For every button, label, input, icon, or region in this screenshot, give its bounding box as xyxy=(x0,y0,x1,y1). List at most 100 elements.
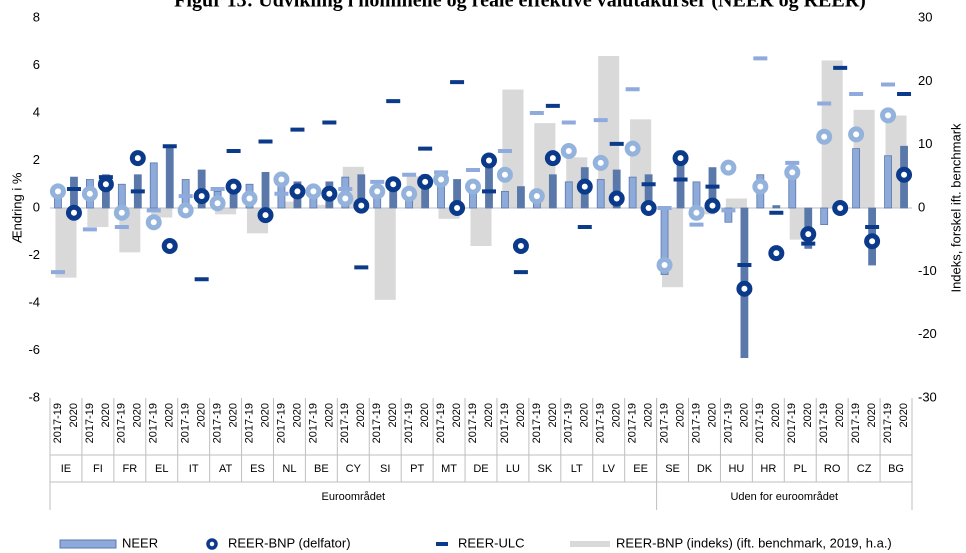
y-tick-label: -6 xyxy=(28,342,40,357)
x-tick-label: LT xyxy=(571,463,583,475)
dot-marker xyxy=(720,159,737,176)
dash-marker xyxy=(641,182,656,187)
dash-marker xyxy=(657,206,672,210)
dot-marker xyxy=(528,188,545,205)
y-tick-label: 0 xyxy=(33,199,40,214)
period-label: 2017-19 xyxy=(563,403,575,443)
y-tick-label: -4 xyxy=(28,294,40,309)
x-tick-label: CY xyxy=(346,463,362,475)
y-tick-label: -2 xyxy=(28,247,40,262)
dash-marker xyxy=(338,187,353,191)
period-label: 2017-19 xyxy=(211,403,223,443)
dot-marker xyxy=(624,140,641,157)
bar xyxy=(501,190,509,209)
period-label: 2020 xyxy=(483,403,495,427)
legend-swatch xyxy=(436,542,448,546)
dot-marker xyxy=(512,238,529,254)
dot-marker xyxy=(848,126,865,143)
y2-tick-label: 10 xyxy=(918,136,932,151)
x-tick-label: EE xyxy=(633,463,648,475)
period-label: 2020 xyxy=(227,403,239,427)
x-tick-label: FI xyxy=(93,463,103,475)
dash-marker xyxy=(386,99,401,104)
period-label: 2017-19 xyxy=(882,403,894,443)
dot-marker xyxy=(433,171,450,188)
dash-marker xyxy=(50,270,65,275)
dash-marker xyxy=(513,270,528,275)
dash-marker xyxy=(545,103,560,108)
period-label: 2017-19 xyxy=(52,403,64,443)
bar xyxy=(165,145,174,209)
period-label: 2017-19 xyxy=(786,403,798,443)
x-tick-label: SE xyxy=(665,463,680,475)
dash-marker xyxy=(210,187,225,191)
period-label: 2017-19 xyxy=(371,403,383,443)
dash-marker xyxy=(833,65,848,70)
y-tick-label: 4 xyxy=(33,104,40,119)
period-label: 2020 xyxy=(834,403,846,427)
index-bar xyxy=(693,208,716,215)
dot-marker xyxy=(576,178,593,195)
legend-label: REER-BNP (indeks) (ift. benchmark, 2019,… xyxy=(616,535,892,550)
group-label: Uden for euroområdet xyxy=(730,491,838,503)
dot-marker xyxy=(481,152,497,169)
period-label: 2020 xyxy=(579,403,591,427)
dot-marker xyxy=(177,202,194,219)
period-label: 2017-19 xyxy=(531,403,543,443)
dot-marker xyxy=(544,150,561,167)
dot-marker xyxy=(465,178,481,195)
dot-marker xyxy=(656,257,673,273)
y-axis-label: Ændring i % xyxy=(9,172,24,243)
dash-marker xyxy=(689,222,704,227)
period-label: 2020 xyxy=(196,403,208,427)
dot-marker xyxy=(816,128,833,145)
bar xyxy=(820,207,829,226)
period-label: 2017-19 xyxy=(818,403,830,443)
bar xyxy=(117,183,126,209)
y-tick-label: 8 xyxy=(33,9,40,24)
dash-marker xyxy=(705,184,720,189)
period-label: 2017-19 xyxy=(339,403,351,443)
period-label: 2020 xyxy=(323,403,335,427)
dot-marker xyxy=(49,183,66,200)
dot-marker xyxy=(305,183,322,200)
dot-marker xyxy=(449,200,466,216)
bar xyxy=(517,186,525,209)
period-label: 2020 xyxy=(68,403,80,427)
y2-tick-label: -20 xyxy=(918,326,937,341)
legend-swatch xyxy=(59,539,117,549)
index-bar xyxy=(151,208,173,218)
period-label: 2017-19 xyxy=(658,403,670,443)
dot-marker xyxy=(592,154,609,171)
period-label: 2020 xyxy=(706,403,718,427)
dot-marker xyxy=(81,185,98,202)
dot-marker xyxy=(273,171,290,188)
index-bar xyxy=(310,204,332,208)
dot-marker xyxy=(65,204,82,221)
period-label: 2020 xyxy=(738,403,750,427)
y-tick-label: 2 xyxy=(33,152,40,167)
dot-marker xyxy=(784,164,801,181)
dash-marker xyxy=(497,149,512,153)
y2-axis-label: Indeks, forskel ift. benchmark xyxy=(948,123,963,293)
bar xyxy=(884,155,892,209)
x-tick-label: PT xyxy=(410,463,424,475)
period-label: 2017-19 xyxy=(722,403,734,443)
legend-label: NEER xyxy=(122,535,158,550)
x-tick-label: FR xyxy=(122,463,137,475)
period-label: 2020 xyxy=(770,403,782,427)
period-label: 2017-19 xyxy=(275,403,287,443)
period-label: 2020 xyxy=(100,403,112,427)
dot-marker xyxy=(672,150,689,167)
x-tick-label: LV xyxy=(602,463,615,475)
x-tick-label: DE xyxy=(473,463,488,475)
dot-marker xyxy=(193,188,210,205)
x-tick-label: HU xyxy=(728,463,744,475)
bar xyxy=(596,179,605,209)
x-tick-label: DK xyxy=(697,463,713,475)
y2-tick-label: -30 xyxy=(918,389,937,404)
legend-swatch xyxy=(570,541,610,547)
dot-marker xyxy=(225,178,242,195)
dot-marker xyxy=(832,200,849,216)
dash-marker xyxy=(785,160,800,165)
